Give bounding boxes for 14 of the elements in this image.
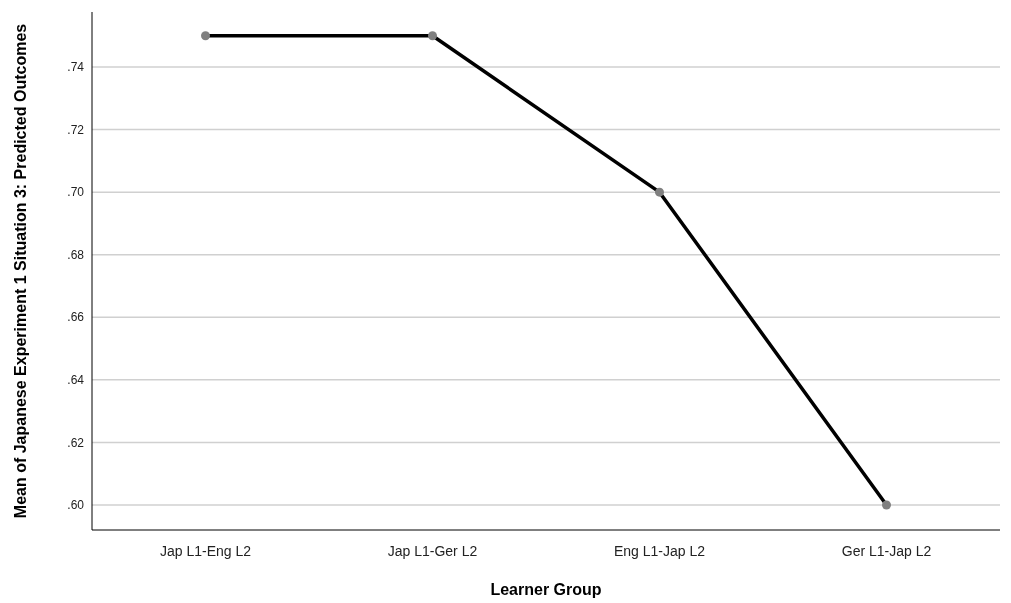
y-tick-label: .64 xyxy=(67,373,85,388)
x-axis-title: Learner Group xyxy=(490,581,602,598)
y-tick-label: .60 xyxy=(67,498,85,513)
y-tick-label: .72 xyxy=(67,122,85,137)
x-tick-label: Jap L1-Ger L2 xyxy=(387,543,478,559)
y-axis-title: Mean of Japanese Experiment 1 Situation 3: Predicted Outcomes xyxy=(12,23,29,519)
y-tick-label: .66 xyxy=(67,310,85,325)
y-tick-label: .70 xyxy=(67,185,85,200)
x-tick-label: Ger L1-Jap L2 xyxy=(841,543,932,559)
x-tick-label: Jap L1-Eng L2 xyxy=(159,543,252,559)
y-tick-label: .68 xyxy=(67,247,85,262)
x-tick-label: Eng L1-Jap L2 xyxy=(613,543,706,559)
y-tick-label: .74 xyxy=(67,60,85,75)
y-tick-label: .62 xyxy=(67,435,85,450)
